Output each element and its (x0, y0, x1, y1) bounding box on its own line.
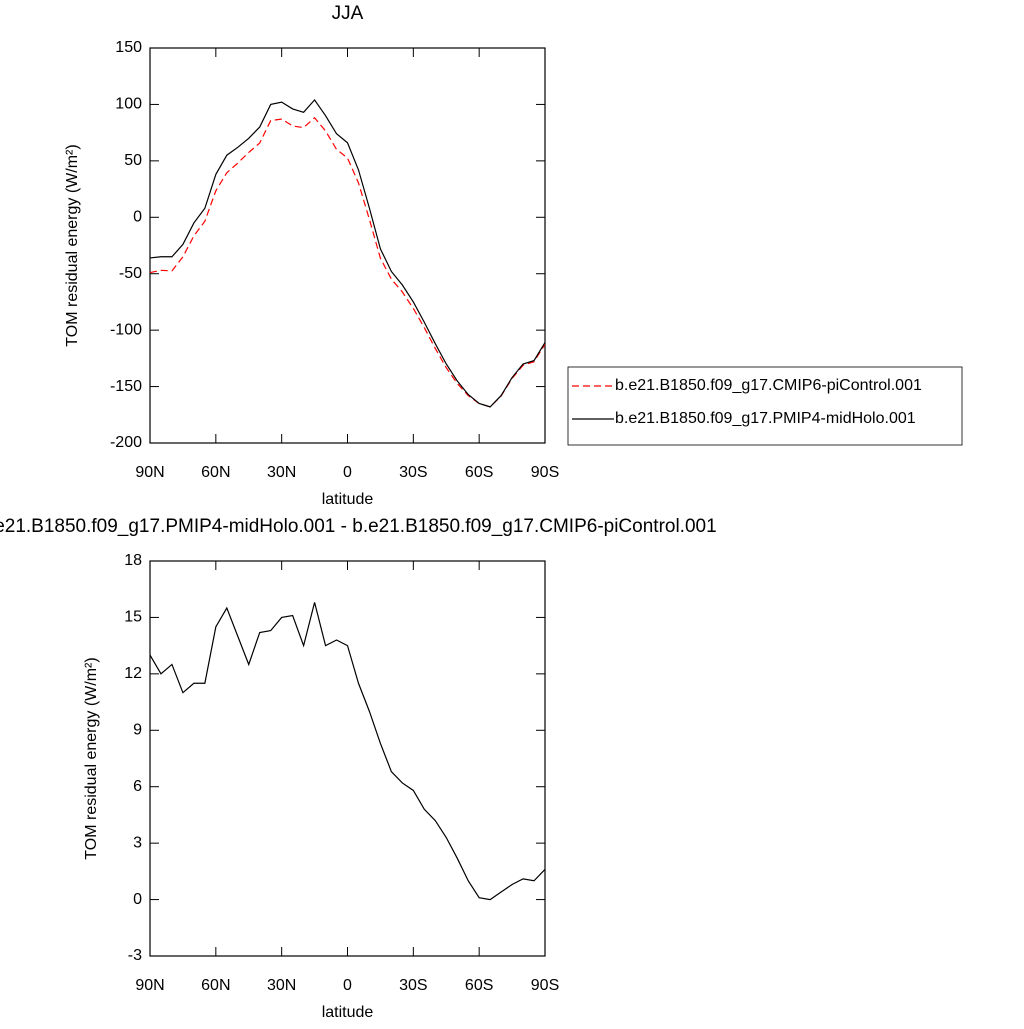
x-tick-label: 90S (531, 464, 559, 481)
y-tick-label: 6 (133, 778, 142, 795)
y-tick-label: 9 (133, 722, 142, 739)
x-tick-label: 90N (135, 977, 164, 994)
y-axis-label: TOM residual energy (W/m²) (83, 657, 100, 859)
legend-label: b.e21.B1850.f09_g17.CMIP6-piControl.001 (615, 377, 922, 394)
x-tick-label: 30S (399, 977, 427, 994)
y-tick-label: 100 (115, 96, 142, 113)
x-axis-label: latitude (322, 491, 374, 508)
y-tick-label: -200 (110, 434, 142, 451)
y-tick-label: 150 (115, 39, 142, 56)
y-tick-label: -50 (119, 265, 142, 282)
x-tick-label: 30S (399, 464, 427, 481)
legend-label: b.e21.B1850.f09_g17.PMIP4-midHolo.001 (615, 410, 916, 427)
x-tick-label: 60N (201, 464, 230, 481)
data-line (149, 98, 546, 408)
x-tick-label: 90S (531, 977, 559, 994)
plot-frame (149, 47, 546, 444)
x-tick-label: 60S (465, 977, 493, 994)
data-line (149, 116, 546, 408)
x-tick-label: 0 (343, 977, 352, 994)
x-tick-label: 30N (267, 977, 296, 994)
x-axis-label: latitude (322, 1004, 374, 1021)
chart-title: b.e21.B1850.f09_g17.PMIP4-midHolo.001 - … (0, 516, 717, 537)
x-tick-label: 60S (465, 464, 493, 481)
x-tick-label: 30N (267, 464, 296, 481)
x-tick-label: 90N (135, 464, 164, 481)
plot-frame (149, 560, 546, 957)
y-tick-label: 15 (124, 609, 142, 626)
y-axis-label: TOM residual energy (W/m²) (64, 144, 81, 346)
y-tick-label: -150 (110, 378, 142, 395)
y-tick-label: 50 (124, 152, 142, 169)
y-tick-label: 0 (133, 891, 142, 908)
data-line (149, 602, 546, 901)
y-tick-label: 0 (133, 209, 142, 226)
x-tick-label: 0 (343, 464, 352, 481)
x-tick-label: 60N (201, 977, 230, 994)
y-tick-label: 18 (124, 552, 142, 569)
y-tick-label: -100 (110, 321, 142, 338)
y-tick-label: 12 (124, 665, 142, 682)
chart-title: JJA (332, 3, 364, 24)
y-tick-label: -3 (128, 947, 142, 964)
legend-box (567, 366, 963, 446)
y-tick-label: 3 (133, 834, 142, 851)
